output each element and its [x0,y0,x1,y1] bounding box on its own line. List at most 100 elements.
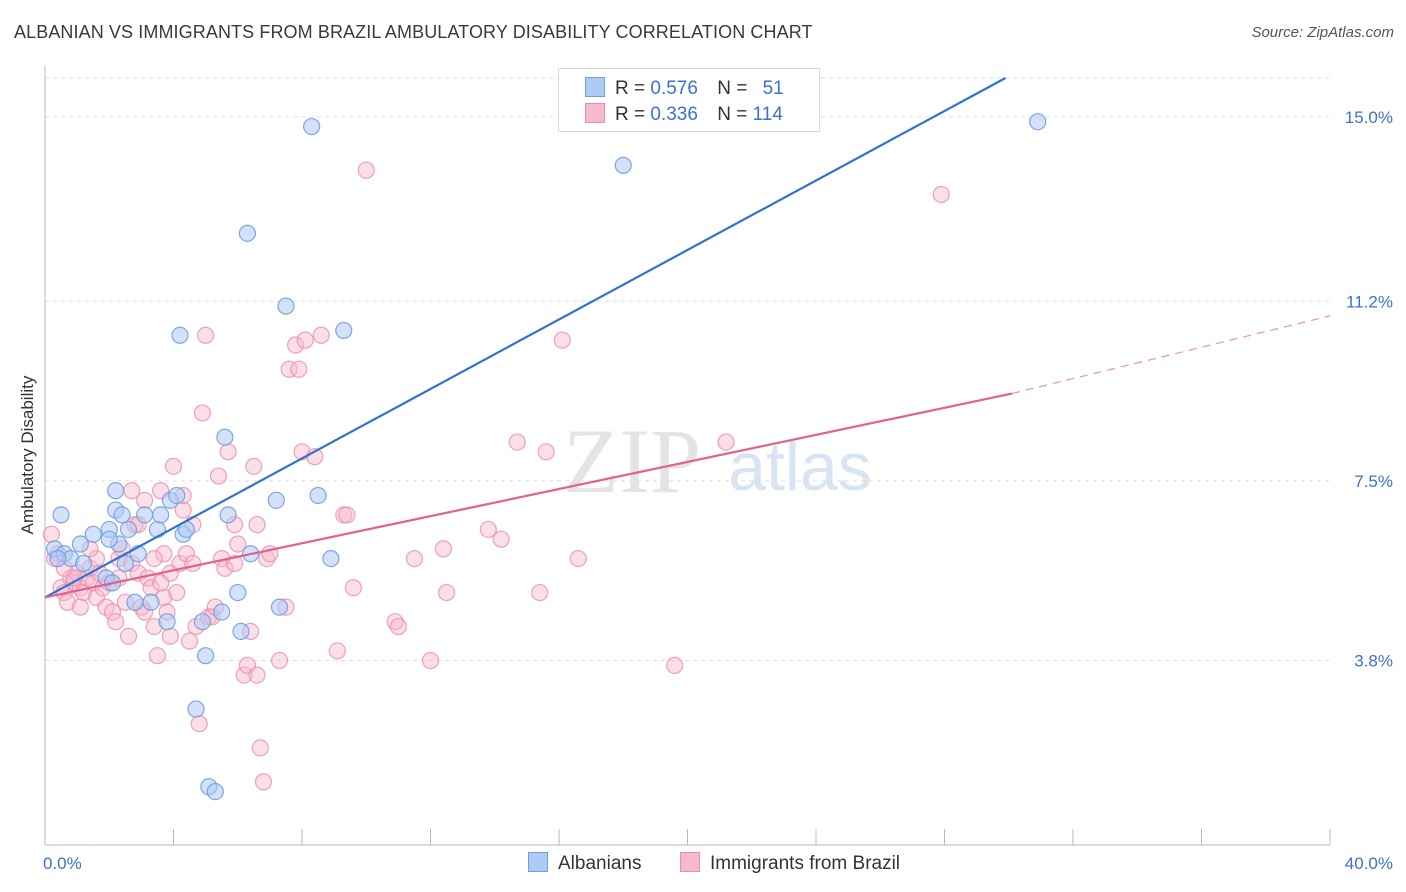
bottom-legend-brazil-label: Immigrants from Brazil [710,853,901,874]
legend-row-brazil: R = 0.336 N = 114 [585,103,783,127]
trend-lines [44,77,1331,599]
brazil-point [280,360,298,378]
albanian-point [238,224,256,242]
albanian-point [213,603,231,621]
brazil-point [248,666,266,684]
brazil-point [152,574,170,592]
brazil-point [251,739,269,757]
brazil-point [71,598,89,616]
brazil-point [42,525,61,543]
albanian-point [100,530,118,548]
brazil-point [209,467,228,485]
legend-n-label: N = [717,104,748,125]
legend-r-value: 0.336 [650,104,698,125]
brazil-point [119,627,138,645]
brazil-point [193,404,212,422]
brazil-point [148,647,167,665]
brazil-point [270,651,289,670]
brazil-point [344,579,362,597]
albanian-point [309,486,327,505]
brazil-point [225,554,244,573]
tick-labels: 3.8% 7.5% 11.2% 15.0% 0.0% 40.0% [43,108,1393,873]
brazil-point [405,549,424,568]
albanian-point [119,520,138,539]
grid-lines [45,77,1330,662]
albanian-point [335,321,353,340]
albanian-point [152,506,170,524]
bottom-legend-albanians-label: Albanians [558,853,642,874]
brazil-point [245,457,263,475]
brazil-point [103,603,122,621]
albanian-point [74,554,93,573]
albanian-point [322,549,340,568]
brazil-point [174,501,192,519]
albanian-point [277,297,295,315]
albanian-point [206,783,224,801]
x-tick-label: 0.0% [43,854,82,873]
albanian-point [135,506,154,524]
brazil-point [161,627,179,645]
brazil-point [437,583,456,602]
brazil-point [328,642,346,660]
albanian-point [49,549,67,568]
brazil-point [135,491,154,509]
legend-n-value: 114 [752,104,783,125]
albanian-point [52,506,70,524]
brazil-point [312,326,330,344]
albanian-point [1029,113,1047,131]
axes [44,66,1331,846]
albanian-point [229,583,247,602]
albanian-point [303,117,321,136]
brazil-point [492,530,510,548]
albanian-point [267,491,285,509]
albanian-point [113,506,131,524]
albanian-point [187,700,205,718]
brazil-point [248,516,266,534]
albanian-point [197,647,215,665]
albanian-point [168,486,186,505]
chart-title: ALBANIAN VS IMMIGRANTS FROM BRAZIL AMBUL… [14,22,813,42]
brazil-point [357,161,375,179]
legend-r-label: R = [615,104,646,125]
brazil-point [479,520,497,539]
albanian-swatch [585,77,605,97]
brazil-point [177,545,195,563]
brazil-swatch [585,103,605,123]
albanian-point [219,506,237,524]
brazil-point [107,613,125,631]
brazil-point [219,443,237,461]
legend: R = 0.576 N = 51 R = 0.336 N = 114 [558,68,820,132]
brazil-point [197,326,215,344]
brazil-point [537,443,555,461]
brazil-point [168,583,186,602]
brazil-point [421,651,440,670]
legend-r-value: 0.576 [650,78,698,99]
brazil-point [932,185,950,204]
brazil-point [180,632,199,650]
brazil-point [666,656,684,674]
albanian-point [270,598,289,616]
albanian-point [232,622,250,641]
brazil-swatch [680,852,700,872]
legend-n-value: 51 [762,78,784,99]
brazil-point [184,554,202,573]
x-tick-label: 40.0% [1345,854,1393,873]
brazil-point [286,336,305,354]
brazil-point [338,506,356,524]
albanian-point [71,535,89,553]
albanian-point [614,156,632,174]
albanian-point [116,554,134,573]
legend-r-label: R = [615,78,646,99]
brazil-point [145,549,163,568]
albanians-swatch [528,852,548,872]
brazil-trend-line [44,392,1013,599]
brazil-point [386,613,404,631]
albanian-point [216,428,234,446]
watermark-zip: ZIP [563,410,701,512]
albanian-point [126,593,144,611]
brazil-point [531,583,549,602]
bottom-legend-albanians: Albanians [528,852,641,875]
albanian-point [193,613,212,631]
brazil-point [229,535,247,553]
